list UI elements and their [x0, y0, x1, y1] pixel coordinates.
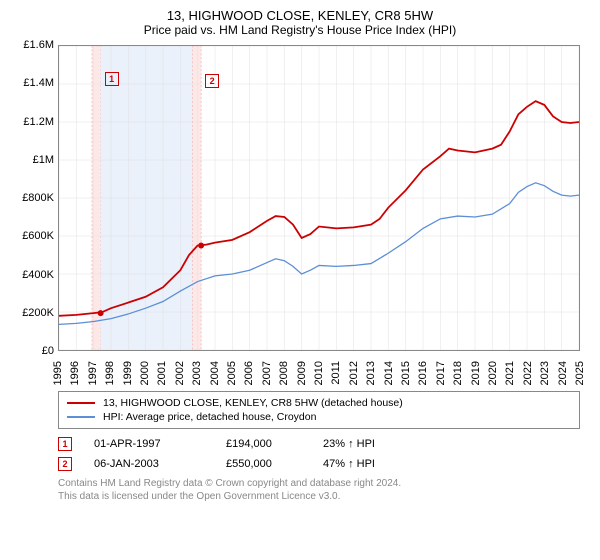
x-tick-label: 2013	[365, 361, 377, 385]
x-tick-label: 1996	[69, 361, 81, 385]
sale-row: 2 06-JAN-2003 £550,000 47% ↑ HPI	[58, 457, 586, 471]
plot-svg	[59, 46, 579, 350]
legend-label: 13, HIGHWOOD CLOSE, KENLEY, CR8 5HW (det…	[103, 397, 403, 409]
x-tick-label: 2002	[174, 361, 186, 385]
legend-swatch	[67, 402, 95, 404]
y-tick-label: £1.4M	[23, 77, 54, 89]
x-tick-label: 2012	[348, 361, 360, 385]
sale-date: 01-APR-1997	[94, 438, 204, 450]
x-tick-label: 2021	[504, 361, 516, 385]
legend-label: HPI: Average price, detached house, Croy…	[103, 411, 316, 423]
sale-marker-1: 1	[105, 72, 119, 86]
x-tick-label: 1999	[122, 361, 134, 385]
sale-date: 06-JAN-2003	[94, 458, 204, 470]
legend: 13, HIGHWOOD CLOSE, KENLEY, CR8 5HW (det…	[58, 391, 580, 429]
x-tick-label: 2004	[209, 361, 221, 385]
footer-line2: This data is licensed under the Open Gov…	[58, 490, 586, 503]
chart-area: 12 £0£200K£400K£600K£800K£1M£1.2M£1.4M£1…	[58, 45, 580, 385]
x-tick-label: 2025	[574, 361, 586, 385]
y-tick-label: £1.2M	[23, 116, 54, 128]
legend-item: HPI: Average price, detached house, Croy…	[67, 410, 571, 424]
x-tick-label: 2007	[261, 361, 273, 385]
legend-swatch	[67, 416, 95, 417]
x-tick-label: 2020	[487, 361, 499, 385]
x-tick-label: 2018	[452, 361, 464, 385]
x-tick-label: 2015	[400, 361, 412, 385]
footer: Contains HM Land Registry data © Crown c…	[58, 477, 586, 503]
x-tick-label: 2023	[539, 361, 551, 385]
y-tick-label: £1M	[33, 154, 54, 166]
sale-row: 1 01-APR-1997 £194,000 23% ↑ HPI	[58, 437, 586, 451]
x-tick-label: 2006	[243, 361, 255, 385]
x-tick-label: 2019	[470, 361, 482, 385]
x-tick-label: 2014	[383, 361, 395, 385]
legend-item: 13, HIGHWOOD CLOSE, KENLEY, CR8 5HW (det…	[67, 396, 571, 410]
chart-subtitle: Price paid vs. HM Land Registry's House …	[14, 23, 586, 37]
x-tick-label: 2022	[522, 361, 534, 385]
sale-marker-2: 2	[205, 74, 219, 88]
x-tick-label: 2016	[417, 361, 429, 385]
sale-marker-box: 2	[58, 457, 72, 471]
x-tick-label: 2024	[557, 361, 569, 385]
x-tick-label: 1995	[52, 361, 64, 385]
y-tick-label: £1.6M	[23, 39, 54, 51]
x-tick-label: 1997	[87, 361, 99, 385]
y-tick-label: £400K	[22, 269, 54, 281]
sale-marker-box: 1	[58, 437, 72, 451]
sale-price: £194,000	[226, 438, 301, 450]
x-tick-label: 2005	[226, 361, 238, 385]
chart-container: 13, HIGHWOOD CLOSE, KENLEY, CR8 5HW Pric…	[0, 0, 600, 511]
x-tick-label: 2011	[330, 361, 342, 385]
x-tick-label: 2001	[156, 361, 168, 385]
sale-price: £550,000	[226, 458, 301, 470]
sales-table: 1 01-APR-1997 £194,000 23% ↑ HPI 2 06-JA…	[58, 437, 586, 471]
sale-hpi: 23% ↑ HPI	[323, 438, 423, 450]
y-tick-label: £800K	[22, 192, 54, 204]
x-tick-label: 1998	[104, 361, 116, 385]
x-tick-label: 2003	[191, 361, 203, 385]
x-tick-label: 2009	[296, 361, 308, 385]
chart-title: 13, HIGHWOOD CLOSE, KENLEY, CR8 5HW	[14, 8, 586, 23]
footer-line1: Contains HM Land Registry data © Crown c…	[58, 477, 586, 490]
y-tick-label: £200K	[22, 307, 54, 319]
x-tick-label: 2000	[139, 361, 151, 385]
x-tick-label: 2017	[435, 361, 447, 385]
y-tick-label: £0	[42, 345, 54, 357]
plot-region: 12	[58, 45, 580, 351]
sale-hpi: 47% ↑ HPI	[323, 458, 423, 470]
x-tick-label: 2008	[278, 361, 290, 385]
y-tick-label: £600K	[22, 230, 54, 242]
x-tick-label: 2010	[313, 361, 325, 385]
